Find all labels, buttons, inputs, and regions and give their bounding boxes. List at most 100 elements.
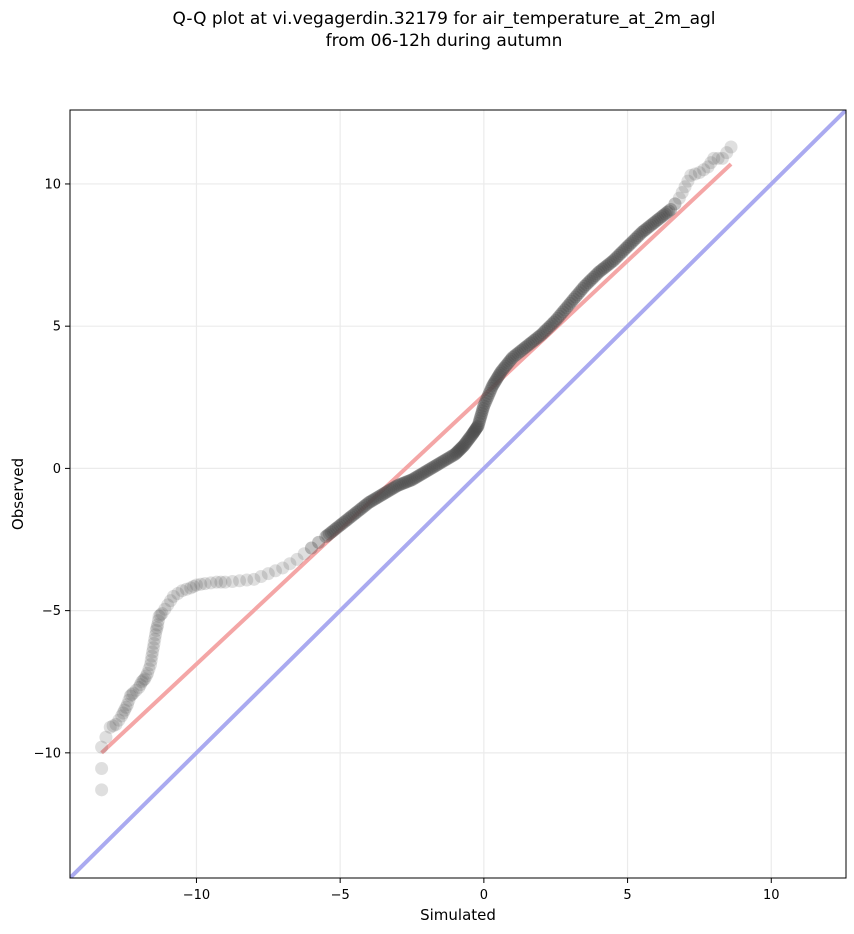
quantile-point [503, 354, 517, 368]
quantile-point [640, 221, 654, 235]
quantile-point [283, 557, 297, 571]
quantile-point [103, 720, 117, 734]
quantile-point [348, 507, 362, 521]
grid-lines [70, 110, 846, 878]
quantile-point [467, 425, 481, 439]
quantile-point [439, 453, 453, 467]
quantile-point [481, 389, 495, 403]
quantile-point [630, 231, 644, 245]
quantile-point [542, 321, 556, 335]
quantile-point [136, 673, 150, 687]
quantile-point [692, 166, 706, 180]
quantile-point [475, 406, 489, 420]
quantile-point [184, 581, 198, 595]
quantile-point [466, 426, 480, 440]
quantile-point [538, 324, 552, 338]
quantile-point [312, 535, 326, 549]
quantile-point [608, 252, 622, 266]
quantile-point [405, 473, 419, 487]
quantile-point [556, 305, 570, 319]
quantile-point [642, 220, 656, 234]
quantile-point [619, 241, 633, 255]
quantile-point [586, 270, 600, 284]
quantile-point [428, 459, 442, 473]
quantile-point [362, 496, 376, 510]
quantile-point [151, 614, 165, 628]
axis-ticks: −10 −5 0 5 10 −10 −5 0 5 10 [34, 177, 780, 903]
quantile-point [474, 409, 488, 423]
quantile-point [400, 475, 414, 489]
quantile-point [707, 151, 721, 165]
quantile-point [612, 248, 626, 262]
quantile-point [558, 303, 572, 317]
quantile-point [479, 394, 493, 408]
quantile-point [534, 328, 548, 342]
quantile-point [385, 482, 399, 496]
quantile-point [606, 254, 620, 268]
quantile-point [374, 488, 388, 502]
quantile-point [624, 236, 638, 250]
quantile-point [599, 259, 613, 273]
quantile-point [149, 628, 163, 642]
quantile-point [218, 575, 232, 589]
quantile-point [469, 422, 483, 436]
quantile-point [509, 348, 523, 362]
chart-title-line1: Q-Q plot at vi.vegagerdin.32179 for air_… [172, 9, 716, 29]
quantile-point [565, 294, 579, 308]
quantile-point [423, 462, 437, 476]
quantile-point [331, 520, 345, 534]
quantile-point [353, 503, 367, 517]
quantile-point [463, 430, 477, 444]
quantile-point [563, 296, 577, 310]
fit-line [100, 162, 733, 755]
quantile-point [378, 486, 392, 500]
quantile-point [567, 292, 581, 306]
quantile-point [409, 471, 423, 485]
quantile-point [95, 761, 109, 775]
quantile-point [487, 377, 501, 391]
quantile-point [147, 636, 161, 650]
quantile-point [511, 346, 525, 360]
quantile-point [126, 686, 140, 700]
quantile-point [628, 232, 642, 246]
quantile-point [326, 524, 340, 538]
quantile-point [545, 317, 559, 331]
x-tick-label: 5 [623, 888, 631, 903]
quantile-point [470, 420, 484, 434]
quantile-point [633, 227, 647, 241]
quantile-point [210, 575, 224, 589]
reference-lines [70, 110, 846, 878]
quantile-point [482, 386, 496, 400]
quantile-point [351, 504, 365, 518]
plot-frame [69, 109, 847, 879]
quantile-point [373, 489, 387, 503]
quantile-point [501, 356, 515, 370]
quantile-point [452, 443, 466, 457]
quantile-point [392, 478, 406, 492]
quantile-point [529, 332, 543, 346]
quantile-point [601, 258, 615, 272]
quantile-point [122, 693, 136, 707]
quantile-point [290, 552, 304, 566]
quantile-point [437, 454, 451, 468]
quantile-point [574, 284, 588, 298]
quantile-point [551, 311, 565, 325]
quantile-point [583, 274, 597, 288]
quantile-point [364, 494, 378, 508]
quantile-point [146, 641, 160, 655]
quantile-point [441, 451, 455, 465]
quantile-point [615, 245, 629, 259]
quantile-point [585, 272, 599, 286]
quantile-point [95, 740, 109, 754]
quantile-point [684, 168, 698, 182]
quantile-point [688, 167, 702, 181]
quantile-point [319, 530, 333, 544]
quantile-point [460, 434, 474, 448]
quantile-point [154, 608, 168, 622]
x-tick-label: −5 [331, 888, 350, 903]
quantile-point [132, 680, 146, 694]
quantile-point [576, 281, 590, 295]
quantile-point [421, 463, 435, 477]
quantile-point [321, 528, 335, 542]
quantile-point [507, 349, 521, 363]
